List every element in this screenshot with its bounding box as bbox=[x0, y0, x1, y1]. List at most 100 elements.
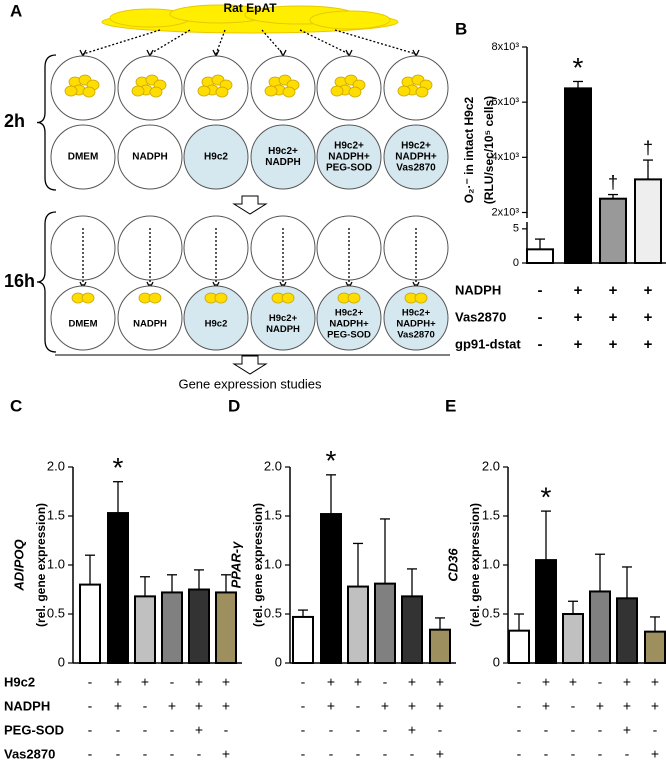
condition-sign: - bbox=[301, 698, 306, 714]
condition-sign: + bbox=[644, 309, 653, 326]
condition-label: Vas2870 bbox=[4, 746, 55, 761]
panel-letter: C bbox=[10, 396, 22, 415]
y-tick-label: 0 bbox=[275, 654, 282, 669]
condition-sign: - bbox=[538, 309, 543, 326]
condition-sign: - bbox=[438, 722, 443, 738]
bar bbox=[401, 595, 423, 664]
adipocyte bbox=[282, 86, 296, 98]
y-tick-label: 0.5 bbox=[47, 605, 65, 620]
bracket bbox=[36, 211, 57, 353]
well-label: Vas2870 bbox=[396, 163, 436, 174]
well-label: Vas2870 bbox=[397, 330, 435, 341]
y-tick-label: 1.0 bbox=[482, 556, 500, 571]
y-tick-label: 2.0 bbox=[47, 458, 65, 473]
adipocyte bbox=[414, 292, 428, 304]
y-tick-label: 2.0 bbox=[482, 458, 500, 473]
dotted-arrow bbox=[215, 29, 226, 55]
condition-sign: - bbox=[383, 674, 388, 690]
bar bbox=[79, 583, 101, 664]
condition-sign: + bbox=[436, 674, 444, 690]
y-tick-label: 5 bbox=[513, 223, 519, 235]
adipocyte bbox=[397, 85, 411, 97]
condition-sign: - bbox=[356, 698, 361, 714]
condition-sign: + bbox=[651, 698, 659, 714]
bar bbox=[107, 512, 129, 664]
condition-sign: - bbox=[143, 722, 148, 738]
condition-sign: + bbox=[623, 722, 631, 738]
well-label: PEG-SOD bbox=[327, 330, 371, 341]
well-label: H9c2 bbox=[205, 319, 228, 330]
y-tick-label: 1.0 bbox=[47, 556, 65, 571]
condition-sign: - bbox=[544, 722, 549, 738]
bracket bbox=[36, 54, 57, 191]
well-label: NADPH bbox=[266, 324, 300, 335]
condition-sign: + bbox=[436, 746, 444, 762]
condition-sign: + bbox=[195, 698, 203, 714]
condition-sign: + bbox=[609, 282, 618, 299]
condition-sign: - bbox=[88, 698, 93, 714]
arrow-head bbox=[279, 49, 287, 58]
condition-sign: + bbox=[195, 674, 203, 690]
condition-sign: + bbox=[569, 674, 577, 690]
y-tick-label: 0 bbox=[493, 654, 500, 669]
condition-sign: - bbox=[301, 722, 306, 738]
adipocyte bbox=[197, 85, 211, 97]
bar bbox=[634, 178, 662, 264]
significance-mark: † bbox=[608, 172, 618, 192]
bar bbox=[644, 630, 666, 665]
time-label: 16h bbox=[4, 271, 35, 291]
time-label: 2h bbox=[4, 111, 25, 131]
y-tick-label: 0.5 bbox=[482, 605, 500, 620]
condition-label: gp91-dstat bbox=[455, 336, 521, 351]
condition-sign: + bbox=[408, 722, 416, 738]
bar bbox=[616, 597, 638, 665]
well-label: H9c2+ bbox=[334, 141, 364, 152]
condition-sign: + bbox=[408, 698, 416, 714]
adipocyte bbox=[82, 86, 96, 98]
condition-sign: - bbox=[383, 722, 388, 738]
dotted-arrow bbox=[82, 29, 161, 55]
arrow-head bbox=[412, 49, 420, 58]
well bbox=[50, 124, 116, 190]
condition-sign: - bbox=[88, 722, 93, 738]
condition-sign: + bbox=[623, 698, 631, 714]
condition-sign: + bbox=[327, 698, 335, 714]
condition-sign: - bbox=[116, 722, 121, 738]
y-tick-label: 1.5 bbox=[264, 507, 282, 522]
condition-sign: + bbox=[651, 674, 659, 690]
condition-sign: + bbox=[436, 698, 444, 714]
condition-sign: + bbox=[644, 282, 653, 299]
well-label: NADPH bbox=[265, 157, 301, 168]
condition-sign: - bbox=[598, 722, 603, 738]
well-label: H9c2+ bbox=[269, 313, 298, 324]
condition-sign: - bbox=[88, 674, 93, 690]
condition-sign: + bbox=[574, 282, 583, 299]
well bbox=[316, 124, 382, 190]
well-label: NADPH bbox=[133, 319, 167, 330]
condition-sign: - bbox=[571, 746, 576, 762]
condition-sign: - bbox=[544, 746, 549, 762]
fat-cloud bbox=[309, 10, 391, 30]
condition-sign: - bbox=[224, 722, 229, 738]
significance-mark: * bbox=[113, 452, 124, 483]
condition-sign: + bbox=[651, 746, 659, 762]
adipocyte bbox=[215, 86, 229, 98]
adipocyte bbox=[81, 292, 95, 304]
dotted-arrow bbox=[299, 29, 350, 55]
condition-sign: - bbox=[329, 746, 334, 762]
y-tick-label: 4x10³ bbox=[491, 151, 519, 163]
arrow-head bbox=[146, 49, 154, 58]
condition-sign: - bbox=[170, 722, 175, 738]
well bbox=[183, 124, 249, 190]
condition-sign: - bbox=[625, 746, 630, 762]
y-tick-label: 1.5 bbox=[482, 507, 500, 522]
condition-sign: + bbox=[195, 722, 203, 738]
adipocyte bbox=[131, 85, 145, 97]
condition-sign: - bbox=[517, 674, 522, 690]
source-label: Rat EpAT bbox=[223, 1, 277, 15]
condition-sign: - bbox=[598, 746, 603, 762]
panel-letter: E bbox=[445, 396, 456, 415]
condition-sign: + bbox=[222, 746, 230, 762]
adipocyte bbox=[148, 292, 162, 304]
